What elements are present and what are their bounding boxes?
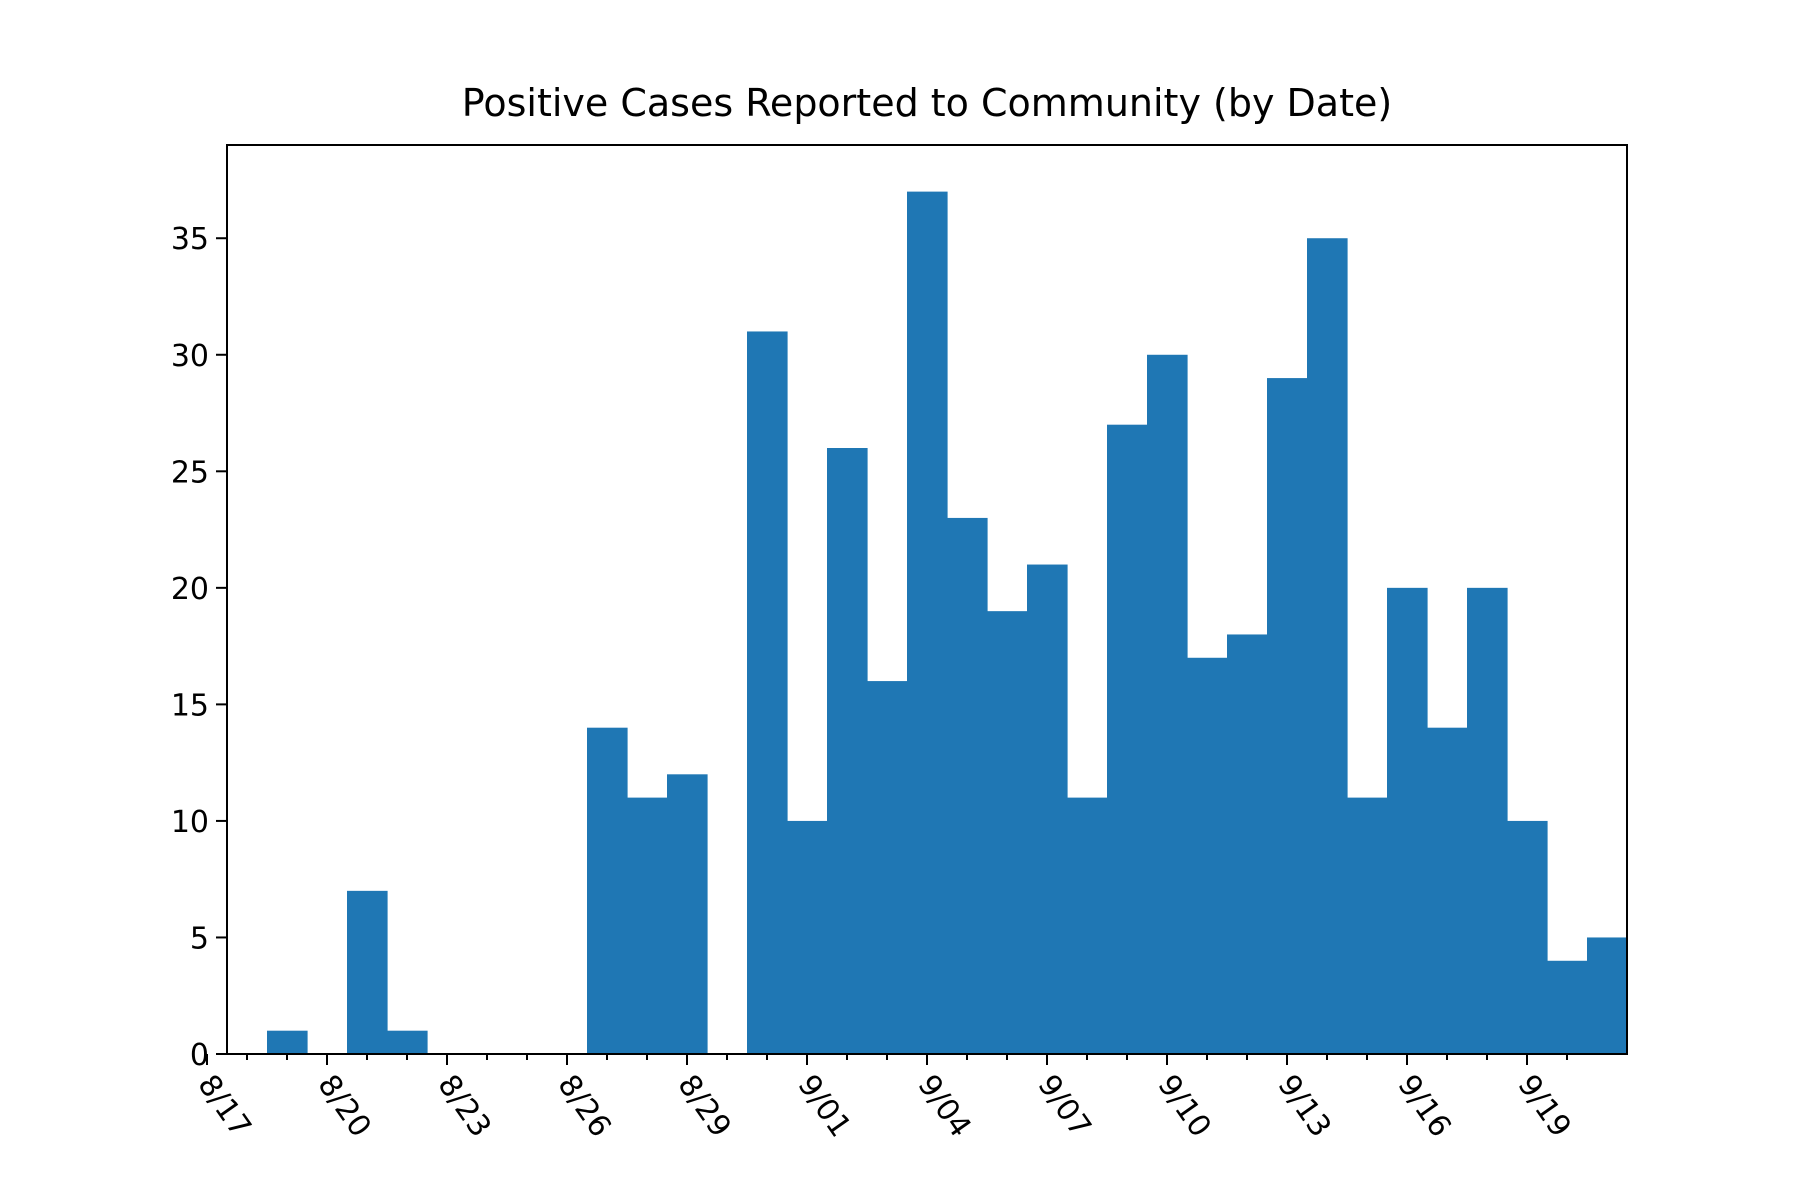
bar-2020-09-13 <box>1307 238 1348 1054</box>
y-axis: 0 5 10 15 20 25 30 35 <box>171 222 227 1073</box>
y-tick-label: 15 <box>171 688 209 723</box>
bar-2020-09-17 <box>1467 587 1508 1054</box>
plot-frame <box>226 144 1628 1055</box>
bar-2020-09-04 <box>947 517 988 1054</box>
y-tick-label: 30 <box>171 339 209 374</box>
bar-2020-08-27 <box>627 797 668 1054</box>
x-tick-label: 9/01 <box>790 1069 857 1144</box>
bar-2020-09-03 <box>907 191 948 1055</box>
bar-2020-08-30 <box>747 331 788 1054</box>
bar-2020-08-26 <box>587 727 628 1054</box>
bar-2020-08-20 <box>347 890 388 1054</box>
bar-2020-09-08 <box>1107 424 1148 1054</box>
y-tick-label: 20 <box>171 572 209 607</box>
bar-2020-09-15 <box>1387 587 1428 1054</box>
bar-2020-09-16 <box>1427 727 1468 1054</box>
bar-2020-09-20 <box>1587 937 1628 1054</box>
x-tick-label: 9/16 <box>1390 1069 1457 1144</box>
x-tick-label: 8/29 <box>670 1069 737 1144</box>
bars-layer <box>267 191 1628 1055</box>
bar-2020-09-12 <box>1267 378 1308 1055</box>
x-tick-label: 8/17 <box>190 1069 257 1144</box>
x-tick-label: 8/26 <box>550 1069 617 1144</box>
bar-2020-08-21 <box>387 1030 428 1054</box>
y-tick-label: 35 <box>171 222 209 257</box>
y-tick-label: 0 <box>190 1038 209 1073</box>
x-tick-label: 9/10 <box>1150 1069 1217 1144</box>
bar-2020-09-11 <box>1227 634 1268 1054</box>
y-tick-label: 10 <box>171 805 209 840</box>
bar-2020-09-09 <box>1147 354 1188 1054</box>
x-tick-label: 9/19 <box>1510 1069 1577 1144</box>
x-axis: 8/17 8/20 8/23 8/26 8/29 9/01 9/04 9/07 9/10 9/13… <box>190 1054 1578 1144</box>
bar-2020-09-18 <box>1507 820 1548 1054</box>
x-tick-label: 8/23 <box>430 1069 497 1144</box>
x-tick-label: 8/20 <box>310 1069 377 1144</box>
x-tick-label: 9/13 <box>1270 1069 1337 1144</box>
bar-2020-09-14 <box>1347 797 1388 1054</box>
bar-2020-09-01 <box>827 448 868 1054</box>
y-tick-label: 25 <box>171 455 209 490</box>
bar-2020-09-02 <box>867 681 908 1054</box>
bar-2020-09-19 <box>1547 960 1588 1054</box>
y-tick-label: 5 <box>190 921 209 956</box>
bar-2020-09-07 <box>1067 797 1108 1054</box>
bar-2020-09-05 <box>987 611 1028 1054</box>
bar-2020-08-28 <box>667 774 708 1054</box>
bar-2020-08-18 <box>267 1030 308 1054</box>
x-tick-label: 9/07 <box>1030 1069 1097 1144</box>
bar-2020-09-10 <box>1187 657 1228 1054</box>
bar-2020-09-06 <box>1027 564 1068 1054</box>
x-tick-label: 9/04 <box>910 1069 977 1144</box>
chart-title: Positive Cases Reported to Community (by… <box>462 81 1392 125</box>
bar-2020-08-31 <box>787 820 828 1054</box>
